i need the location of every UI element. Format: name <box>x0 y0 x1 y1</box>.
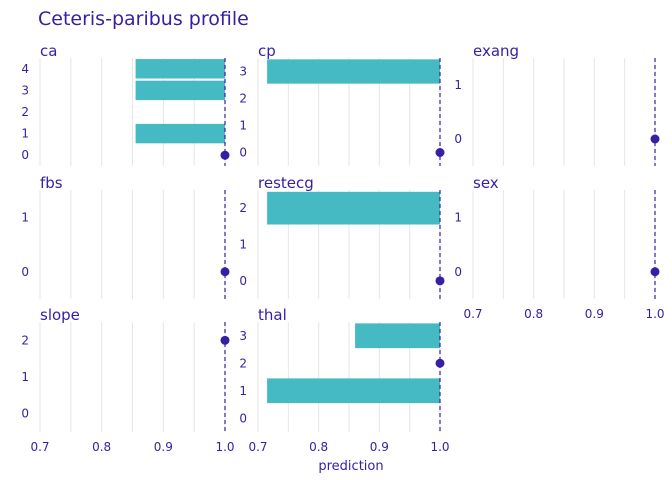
y-tick-label: 0 <box>21 407 29 421</box>
y-tick-label: 0 <box>21 148 29 162</box>
bar-cp-3 <box>267 59 440 84</box>
observation-point <box>650 134 660 144</box>
y-tick-label: 0 <box>454 132 462 146</box>
panel-sex: 0 1 sex 0.7 0.8 0.9 1.0 <box>454 174 664 321</box>
y-tick-label: 0 <box>239 274 247 288</box>
y-tick-label: 1 <box>21 210 29 224</box>
panels-group: 0 1 2 3 4 ca 0 1 2 3 cp 0 1 exang 0 1 fbs 0 1 2 restecg 0 1 sex… <box>21 42 664 454</box>
panel-title-sex: sex <box>473 174 499 192</box>
observation-point <box>435 358 445 368</box>
x-tick-label: 0.8 <box>524 307 543 321</box>
x-tick-label: 0.7 <box>463 307 482 321</box>
panel-thal: 0 1 2 3 thal 0.7 0.8 0.9 1.0 <box>239 306 449 454</box>
bar-restecg-2 <box>267 191 440 225</box>
panel-title-ca: ca <box>40 42 57 60</box>
panel-cp: 0 1 2 3 cp <box>239 42 445 166</box>
panel-slope: 0 1 2 slope 0.7 0.8 0.9 1.0 <box>21 306 234 454</box>
bar-ca-3 <box>135 80 225 101</box>
panel-exang: 0 1 exang <box>454 42 660 166</box>
y-tick-label: 3 <box>21 83 29 97</box>
panel-title-exang: exang <box>473 42 519 60</box>
y-tick-label: 2 <box>21 105 29 119</box>
panel-title-fbs: fbs <box>40 174 63 192</box>
x-tick-label: 1.0 <box>645 307 664 321</box>
panel-restecg: 0 1 2 restecg <box>239 174 445 299</box>
observation-point <box>650 267 660 277</box>
bar-ca-4 <box>135 59 225 79</box>
observation-point <box>220 267 230 277</box>
panel-ca: 0 1 2 3 4 ca <box>21 42 230 166</box>
panel-title-cp: cp <box>258 42 276 60</box>
x-tick-label: 0.8 <box>92 440 111 454</box>
y-tick-label: 4 <box>21 62 29 76</box>
y-tick-label: 1 <box>454 78 462 92</box>
y-tick-label: 3 <box>239 65 247 79</box>
x-tick-label: 0.9 <box>370 440 389 454</box>
panel-fbs: 0 1 fbs <box>21 174 230 299</box>
bar-thal-1 <box>267 378 440 404</box>
panel-title-thal: thal <box>258 306 287 324</box>
x-tick-label: 1.0 <box>215 440 234 454</box>
y-tick-label: 2 <box>21 333 29 347</box>
x-tick-label: 0.7 <box>30 440 49 454</box>
y-tick-label: 1 <box>21 370 29 384</box>
x-tick-label: 1.0 <box>430 440 449 454</box>
x-tick-label: 0.7 <box>248 440 267 454</box>
y-tick-label: 1 <box>239 238 247 252</box>
y-tick-label: 2 <box>239 201 247 215</box>
panel-title-restecg: restecg <box>258 174 314 192</box>
y-tick-label: 2 <box>239 92 247 106</box>
y-tick-label: 1 <box>21 127 29 141</box>
bar-thal-3 <box>355 323 440 349</box>
x-tick-label: 0.9 <box>154 440 173 454</box>
y-tick-label: 1 <box>239 119 247 133</box>
observation-point <box>435 276 445 286</box>
y-tick-label: 1 <box>239 384 247 398</box>
bar-ca-1 <box>135 123 225 144</box>
x-axis-title: prediction <box>318 459 383 474</box>
y-tick-label: 0 <box>454 265 462 279</box>
y-tick-label: 1 <box>454 210 462 224</box>
panel-title-slope: slope <box>40 306 80 324</box>
observation-point <box>220 150 230 160</box>
y-tick-label: 0 <box>239 411 247 425</box>
y-tick-label: 0 <box>21 265 29 279</box>
x-tick-label: 0.8 <box>309 440 328 454</box>
y-tick-label: 0 <box>239 146 247 160</box>
observation-point <box>220 335 230 345</box>
y-tick-label: 3 <box>239 329 247 343</box>
chart-title: Ceteris-paribus profile <box>38 8 249 30</box>
y-tick-label: 2 <box>239 356 247 370</box>
x-tick-label: 0.9 <box>585 307 604 321</box>
observation-point <box>435 148 445 157</box>
